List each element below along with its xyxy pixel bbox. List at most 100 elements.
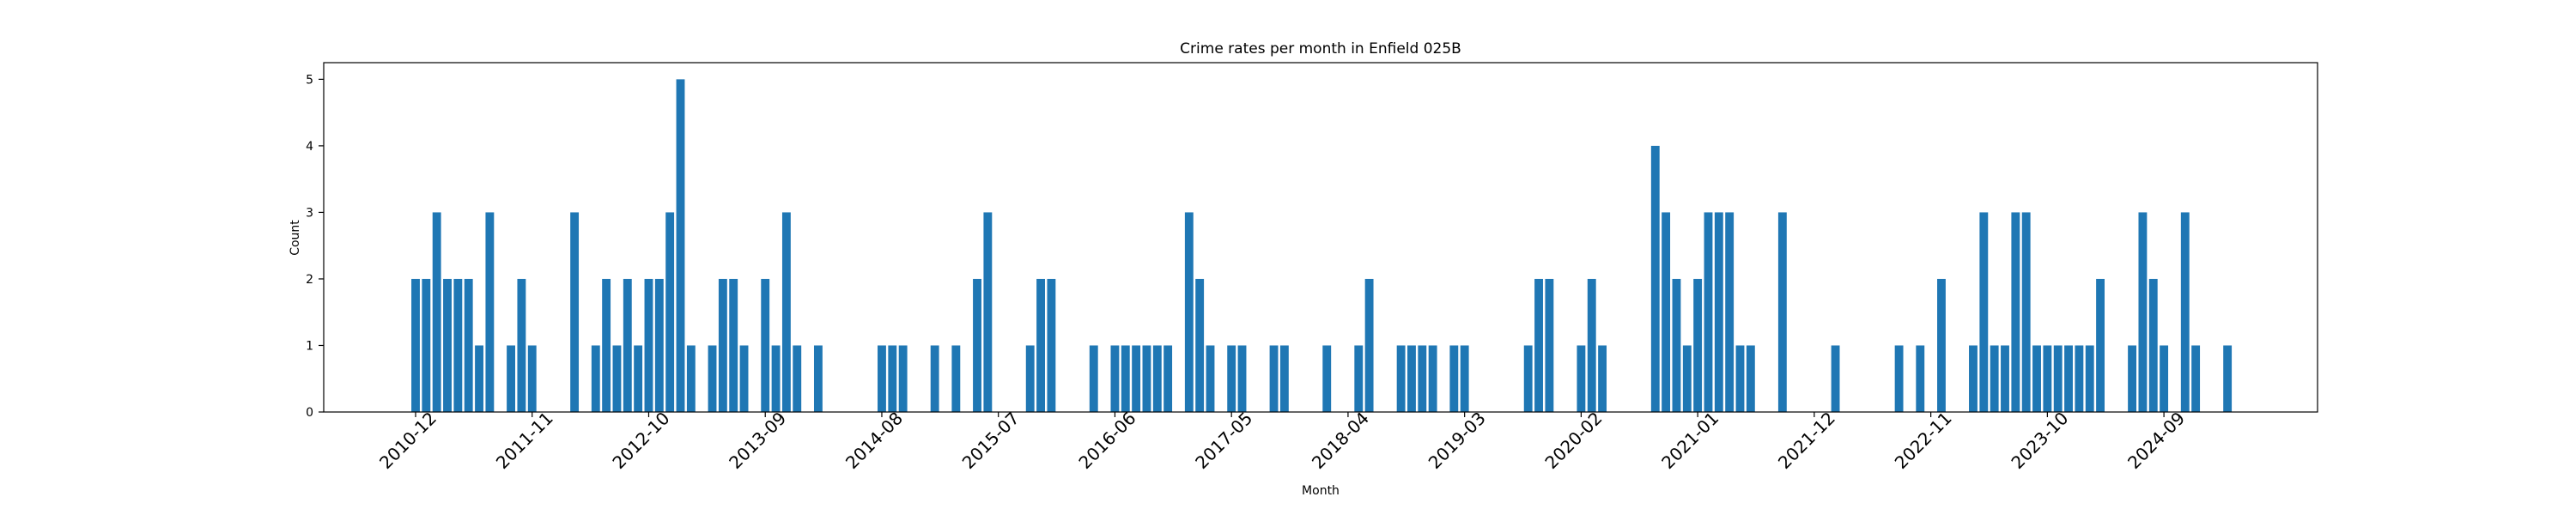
bar	[1269, 345, 1279, 412]
bar	[2148, 278, 2158, 412]
bar	[1354, 345, 1364, 412]
bar	[1672, 278, 1681, 412]
bar	[983, 212, 993, 412]
bar	[888, 345, 897, 412]
bar	[570, 212, 580, 412]
bar	[1121, 345, 1130, 412]
bar	[453, 278, 463, 412]
y-tick-label: 1	[306, 339, 313, 353]
bar	[1523, 345, 1533, 412]
bar	[1110, 345, 1120, 412]
bar	[1693, 278, 1703, 412]
bar	[2001, 345, 2009, 412]
plot-frame	[323, 62, 2318, 413]
bar	[973, 278, 981, 412]
bar	[951, 345, 961, 412]
x-axis-label: Month	[1302, 484, 1340, 498]
bar	[1396, 345, 1406, 412]
bar	[1598, 345, 1607, 412]
bar	[2128, 345, 2137, 412]
bar	[1725, 212, 1735, 412]
bar	[1025, 345, 1035, 412]
y-tick-label: 2	[306, 273, 313, 287]
bar	[686, 345, 696, 412]
bar	[1662, 212, 1671, 412]
bar	[2191, 345, 2201, 412]
bar	[1418, 345, 1427, 412]
bar	[2011, 212, 2020, 412]
bar	[1894, 345, 1904, 412]
bar	[1460, 345, 1469, 412]
bar	[2075, 345, 2084, 412]
bar	[1650, 145, 1660, 412]
bar	[1407, 345, 1416, 412]
y-axis-label: Count	[289, 220, 302, 256]
bar	[1322, 345, 1332, 412]
bar	[2180, 212, 2190, 412]
bar	[1142, 345, 1151, 412]
bar	[644, 278, 653, 412]
bar	[1163, 345, 1173, 412]
bar	[1831, 345, 1840, 412]
bar	[708, 345, 717, 412]
bar	[1990, 345, 1999, 412]
bar	[1364, 278, 1374, 412]
bar	[729, 278, 738, 412]
bar	[2053, 345, 2063, 412]
bar	[1969, 345, 1978, 412]
bar	[1682, 345, 1692, 412]
bar	[623, 278, 632, 412]
bar	[781, 212, 791, 412]
bar	[898, 345, 908, 412]
bar	[1777, 212, 1787, 412]
bar	[665, 212, 675, 412]
bar	[591, 345, 600, 412]
bar	[2032, 345, 2041, 412]
bar	[507, 345, 515, 412]
bar	[1428, 345, 1437, 412]
y-tick-label: 3	[306, 206, 313, 220]
bar	[1735, 345, 1745, 412]
bar	[930, 345, 939, 412]
bar	[422, 278, 431, 412]
bar	[2160, 345, 2169, 412]
bar	[2021, 212, 2031, 412]
bar	[2138, 212, 2148, 412]
bar	[1206, 345, 1215, 412]
y-tick-label: 5	[306, 73, 313, 87]
bar	[1714, 212, 1723, 412]
bar	[1237, 345, 1247, 412]
bar	[475, 345, 483, 412]
bar	[464, 278, 473, 412]
bar	[1916, 345, 1925, 412]
bar	[2085, 345, 2094, 412]
bar	[2064, 345, 2073, 412]
bar	[1152, 345, 1162, 412]
bar	[485, 212, 495, 412]
bar	[1746, 345, 1755, 412]
bar	[1089, 345, 1098, 412]
bar	[2223, 345, 2233, 412]
bar	[1047, 278, 1056, 412]
bar	[1036, 278, 1045, 412]
bar	[411, 278, 420, 412]
bar	[527, 345, 537, 412]
bar	[761, 278, 770, 412]
bar	[1979, 212, 1989, 412]
y-tick-label: 4	[306, 140, 313, 154]
bar	[634, 345, 643, 412]
bar	[1195, 278, 1205, 412]
bar	[1577, 345, 1586, 412]
bar	[718, 278, 727, 412]
bar	[432, 212, 441, 412]
bar	[2096, 278, 2105, 412]
bar	[1227, 345, 1236, 412]
bar	[676, 79, 685, 412]
bar	[1449, 345, 1459, 412]
bar	[602, 278, 611, 412]
bar	[443, 278, 452, 412]
bar	[793, 345, 802, 412]
bar	[1545, 278, 1554, 412]
